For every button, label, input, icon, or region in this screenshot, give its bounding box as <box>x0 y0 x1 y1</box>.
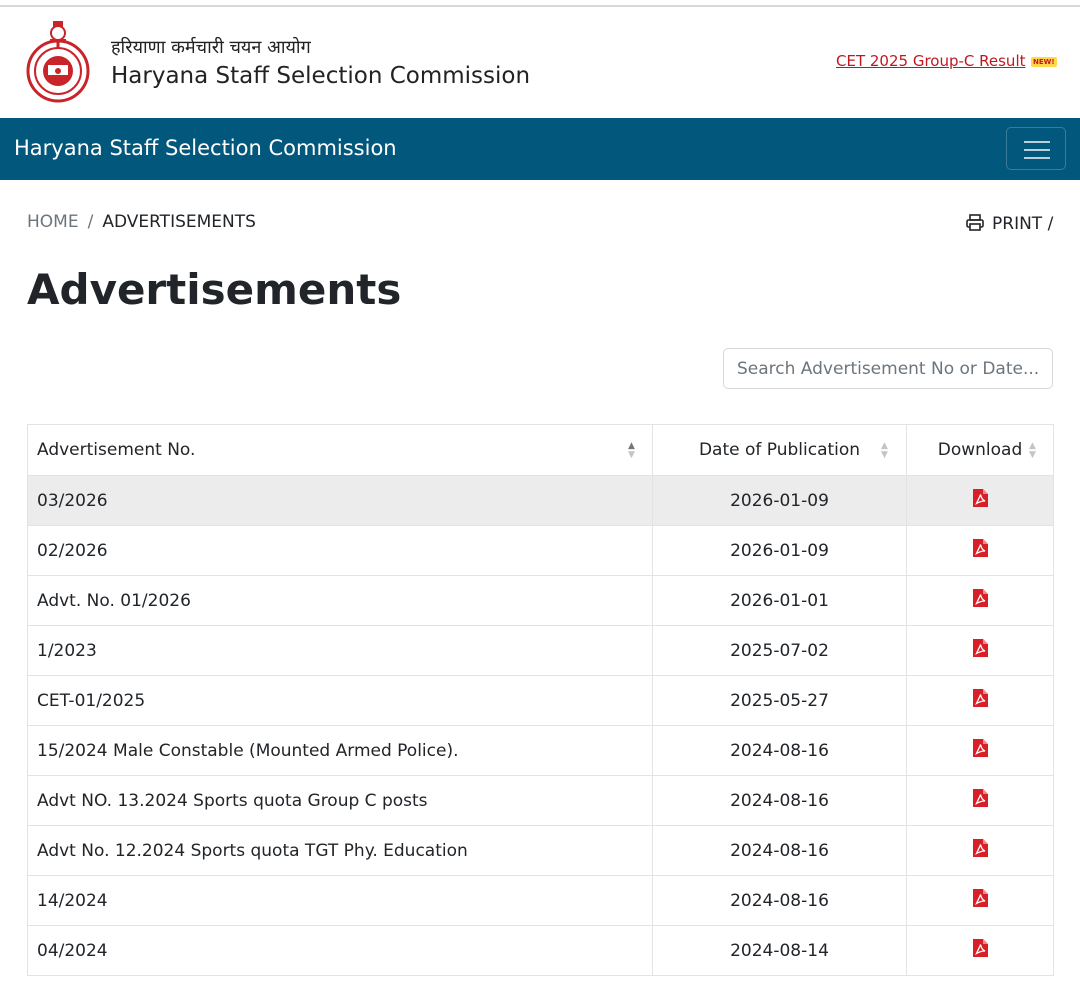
advertisement-no-cell: Advt NO. 13.2024 Sports quota Group C po… <box>27 775 653 826</box>
sort-icon: ▲ ▼ <box>628 441 635 460</box>
sort-icon: ▲ ▼ <box>1029 441 1036 460</box>
table-row: Advt. No. 01/2026 2026-01-01 <box>27 575 1054 626</box>
file-pdf-icon[interactable] <box>972 638 989 663</box>
publication-date-cell: 2024-08-16 <box>652 875 907 926</box>
breadcrumb-separator: / <box>87 212 94 232</box>
file-pdf-icon[interactable] <box>972 938 989 963</box>
advertisement-no-cell: 02/2026 <box>27 525 653 576</box>
advertisement-no-cell: Advt No. 12.2024 Sports quota TGT Phy. E… <box>27 825 653 876</box>
hamburger-icon <box>1024 157 1050 159</box>
advertisement-no-cell: CET-01/2025 <box>27 675 653 726</box>
cet-result-link[interactable]: CET 2025 Group-C Result <box>836 52 1026 70</box>
column-header-label: Download <box>937 440 1023 460</box>
table-row: 14/2024 2024-08-16 <box>27 875 1054 926</box>
file-pdf-icon[interactable] <box>972 888 989 913</box>
table-row: CET-01/2025 2025-05-27 <box>27 675 1054 726</box>
file-pdf-icon[interactable] <box>972 588 989 613</box>
download-cell <box>906 525 1054 576</box>
file-pdf-icon[interactable] <box>972 788 989 813</box>
download-cell <box>906 725 1054 776</box>
publication-date-cell: 2026-01-09 <box>652 475 907 526</box>
navbar-brand[interactable]: Haryana Staff Selection Commission <box>14 136 397 160</box>
breadcrumb-current: ADVERTISEMENTS <box>102 212 256 232</box>
download-cell <box>906 625 1054 676</box>
advertisement-no-cell: 04/2024 <box>27 925 653 976</box>
publication-date-cell: 2024-08-16 <box>652 775 907 826</box>
hamburger-icon <box>1024 149 1050 151</box>
sort-icon: ▲ ▼ <box>881 441 888 460</box>
table-row: 04/2024 2024-08-14 <box>27 925 1054 976</box>
table-row: 15/2024 Male Constable (Mounted Armed Po… <box>27 725 1054 776</box>
download-cell <box>906 675 1054 726</box>
advertisement-no-cell: Advt. No. 01/2026 <box>27 575 653 626</box>
advertisement-no-cell: 03/2026 <box>27 475 653 526</box>
download-cell <box>906 475 1054 526</box>
download-cell <box>906 825 1054 876</box>
publication-date-cell: 2024-08-16 <box>652 825 907 876</box>
page-title: Advertisements <box>27 265 402 314</box>
column-header-label: Advertisement No. <box>37 440 196 460</box>
top-divider <box>0 5 1080 7</box>
search-input[interactable] <box>723 348 1053 389</box>
site-title-hindi: हरियाणा कर्मचारी चयन आयोग <box>111 37 311 58</box>
table-header-row: Advertisement No. ▲ ▼ Date of Publication… <box>27 424 1054 476</box>
column-header-label: Date of Publication <box>698 440 861 460</box>
printer-icon <box>966 214 984 231</box>
hamburger-icon <box>1024 141 1050 143</box>
publication-date-cell: 2025-07-02 <box>652 625 907 676</box>
haryana-emblem-icon <box>26 21 90 103</box>
file-pdf-icon[interactable] <box>972 538 989 563</box>
advertisement-no-cell: 1/2023 <box>27 625 653 676</box>
menu-toggle-button[interactable] <box>1006 127 1066 170</box>
breadcrumb: HOME / ADVERTISEMENTS <box>27 212 256 232</box>
table-row: 03/2026 2026-01-09 <box>27 475 1054 526</box>
column-header-download[interactable]: Download ▲ ▼ <box>906 424 1054 476</box>
table-row: Advt NO. 13.2024 Sports quota Group C po… <box>27 775 1054 826</box>
publication-date-cell: 2026-01-01 <box>652 575 907 626</box>
file-pdf-icon[interactable] <box>972 688 989 713</box>
publication-date-cell: 2024-08-16 <box>652 725 907 776</box>
print-label: PRINT / <box>992 214 1054 234</box>
column-header-date[interactable]: Date of Publication ▲ ▼ <box>652 424 907 476</box>
site-title: Haryana Staff Selection Commission <box>111 63 531 89</box>
download-cell <box>906 575 1054 626</box>
site-header: हरियाणा कर्मचारी चयन आयोग Haryana Staff … <box>0 7 1080 118</box>
table-row: 02/2026 2026-01-09 <box>27 525 1054 576</box>
download-cell <box>906 775 1054 826</box>
table-row: 1/2023 2025-07-02 <box>27 625 1054 676</box>
advertisement-no-cell: 15/2024 Male Constable (Mounted Armed Po… <box>27 725 653 776</box>
publication-date-cell: 2024-08-14 <box>652 925 907 976</box>
file-pdf-icon[interactable] <box>972 838 989 863</box>
main-navbar: Haryana Staff Selection Commission <box>0 118 1080 180</box>
file-pdf-icon[interactable] <box>972 488 989 513</box>
publication-date-cell: 2026-01-09 <box>652 525 907 576</box>
advertisements-table: Advertisement No. ▲ ▼ Date of Publication… <box>27 424 1054 976</box>
table-row: Advt No. 12.2024 Sports quota TGT Phy. E… <box>27 825 1054 876</box>
new-badge: NEW! <box>1031 57 1057 67</box>
download-cell <box>906 925 1054 976</box>
breadcrumb-home-link[interactable]: HOME <box>27 212 79 232</box>
download-cell <box>906 875 1054 926</box>
column-header-advertisement-no[interactable]: Advertisement No. ▲ ▼ <box>27 424 653 476</box>
file-pdf-icon[interactable] <box>972 738 989 763</box>
advertisement-no-cell: 14/2024 <box>27 875 653 926</box>
publication-date-cell: 2025-05-27 <box>652 675 907 726</box>
print-button[interactable]: PRINT / <box>966 212 1053 234</box>
